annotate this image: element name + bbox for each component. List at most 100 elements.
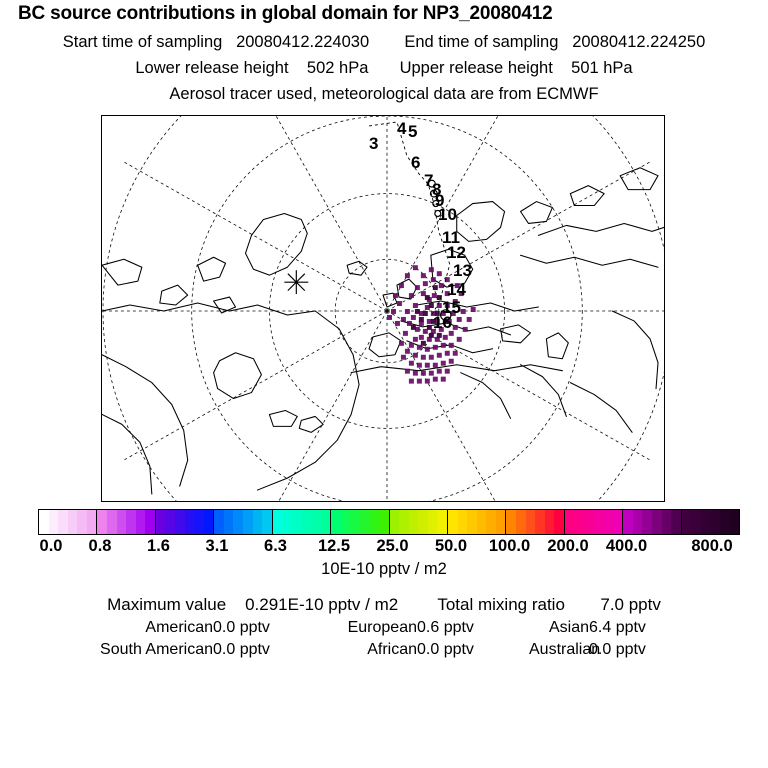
source-european-value: 0.6 pptv: [417, 619, 474, 636]
colorbar-step: [86, 510, 97, 534]
trajectory-label-12: 12: [447, 243, 466, 262]
colorbar-step: [214, 510, 224, 534]
colorbar-step: [340, 510, 351, 534]
page-title: BC source contributions in global domain…: [18, 3, 553, 24]
lower-release-height-label: Lower release height: [135, 59, 289, 77]
colorbar-tick-0: 0.0: [39, 537, 63, 555]
colorbar-step: [301, 510, 311, 534]
colorbar-step: [525, 510, 536, 534]
colorbar-segment-1: [97, 510, 156, 534]
colorbar-step: [243, 510, 253, 534]
lower-release-height-value: 502 hPa: [306, 59, 369, 77]
colorbar-step: [486, 510, 496, 534]
trajectory-label-15: 15: [442, 298, 461, 317]
end-time-value: 20080412.224250: [572, 33, 706, 51]
colorbar-step: [603, 510, 613, 534]
colorbar-tick-10: 400.0: [605, 537, 648, 555]
colorbar-step: [39, 510, 49, 534]
colorbar-step: [574, 510, 584, 534]
colorbar-step: [408, 510, 419, 534]
trajectory-label-8: 8: [432, 180, 442, 199]
colorbar-tick-5: 12.5: [317, 537, 351, 555]
map-panel: 3 4 5 6 7 8 9 10 11 12 13 14 15 16: [101, 115, 665, 502]
colorbar-segment-8: [506, 510, 565, 534]
trajectory-label-13: 13: [453, 261, 472, 280]
source-australian-label: Australian: [529, 641, 601, 658]
colorbar-step: [77, 510, 87, 534]
source-asian-value: 6.4 pptv: [589, 619, 646, 636]
source-row-southern: South American 0.0 pptv African 0.0 pptv…: [0, 641, 768, 659]
colorbar-step: [700, 510, 711, 534]
total-mixing-ratio-value: 7.0 pptv: [600, 595, 661, 614]
colorbar-tick-11: 800.0: [691, 537, 733, 555]
trajectory-label-11: 11: [442, 228, 460, 247]
colorbar-step: [135, 510, 146, 534]
colorbar-step: [175, 510, 185, 534]
colorbar-step: [203, 510, 214, 534]
trajectory-label-14: 14: [447, 280, 466, 299]
source-south-american-value: 0.0 pptv: [213, 641, 270, 658]
colorbar-segment-0: [39, 510, 98, 534]
source-european: European 0.6 pptv: [325, 619, 529, 637]
start-time-label: Start time of sampling: [62, 33, 223, 51]
colorbar-step: [642, 510, 652, 534]
colorbar-step: [184, 510, 195, 534]
colorbar-step: [447, 510, 458, 534]
colorbar-step: [97, 510, 107, 534]
colorbar-step: [107, 510, 117, 534]
colorbar-step: [58, 510, 68, 534]
source-african-value: 0.0 pptv: [417, 641, 474, 658]
max-and-total-row: Maximum value 0.291E-10 pptv / m2 Total …: [0, 595, 768, 615]
colorbar-step: [515, 510, 526, 534]
source-australian: Australian 0.0 pptv: [529, 641, 673, 659]
colorbar-step: [165, 510, 175, 534]
colorbar-step: [262, 510, 272, 534]
release-height-line: Lower release height 502 hPa Upper relea…: [0, 59, 768, 78]
colorbar-step: [661, 510, 672, 534]
source-african-label: African: [367, 641, 417, 658]
trajectory-label-5: 5: [408, 122, 418, 141]
colorbar-tick-1: 0.8: [88, 537, 112, 555]
colorbar-step: [223, 510, 234, 534]
colorbar-step: [476, 510, 487, 534]
colorbar-segment-6: [389, 510, 448, 534]
colorbar-tick-7: 50.0: [434, 537, 468, 555]
colorbar-unit-label: 10E-10 pptv / m2: [321, 560, 447, 578]
colorbar-step: [710, 510, 720, 534]
colorbar-tick-8: 100.0: [488, 537, 531, 555]
source-african: African 0.0 pptv: [325, 641, 529, 659]
statistics-block: Maximum value 0.291E-10 pptv / m2 Total …: [0, 595, 768, 663]
source-american: American 0.0 pptv: [95, 619, 325, 637]
trajectory-label-16: 16: [433, 313, 452, 332]
source-australian-value: 0.0 pptv: [589, 641, 646, 658]
colorbar: [38, 509, 740, 535]
trajectory-label-3: 3: [369, 134, 379, 153]
tracer-note: Aerosol tracer used, meteorological data…: [169, 85, 599, 103]
colorbar-segment-7: [447, 510, 507, 534]
max-value-label: Maximum value: [107, 595, 227, 614]
colorbar-step: [48, 510, 59, 534]
end-time-label: End time of sampling: [404, 33, 559, 51]
colorbar-segment-2: [155, 510, 215, 534]
colorbar-step: [623, 510, 633, 534]
meridian-lines: [102, 116, 664, 501]
source-european-label: European: [347, 619, 417, 636]
colorbar-segment-5: [331, 510, 390, 534]
colorbar-step: [116, 510, 127, 534]
colorbar-step: [593, 510, 604, 534]
colorbar-step: [437, 510, 447, 534]
colorbar-step: [282, 510, 292, 534]
source-asian: Asian 6.4 pptv: [529, 619, 673, 637]
source-american-value: 0.0 pptv: [213, 619, 270, 636]
colorbar-step: [564, 510, 575, 534]
trajectory-points: [427, 179, 452, 321]
colorbar-step: [350, 510, 360, 534]
colorbar-step: [331, 510, 341, 534]
release-site-marker: [284, 270, 309, 295]
colorbar-segment-4: [272, 510, 332, 534]
colorbar-step: [194, 510, 204, 534]
colorbar-step: [535, 510, 545, 534]
colorbar-step: [554, 510, 564, 534]
polar-stereographic-map: [102, 116, 664, 501]
